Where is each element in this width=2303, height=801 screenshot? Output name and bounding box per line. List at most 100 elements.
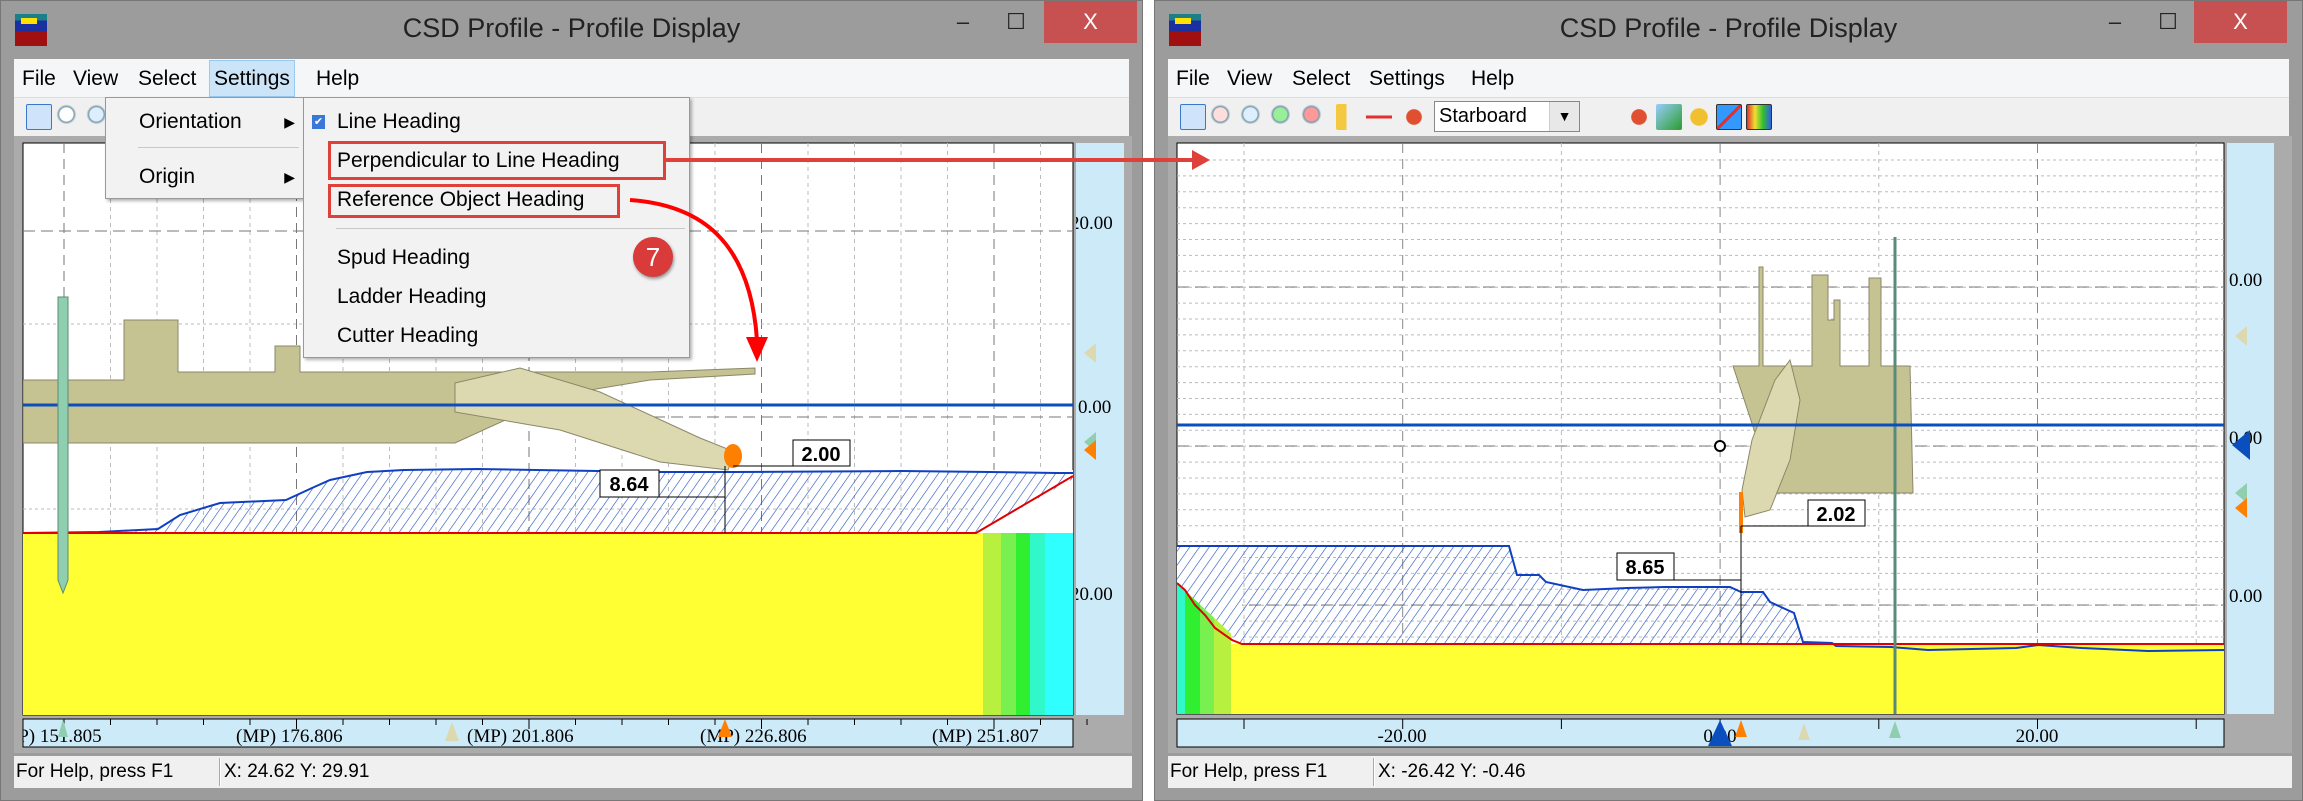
checkmark-icon: ✔ <box>312 115 325 129</box>
menu-item-orientation[interactable]: Orientation ▶ <box>106 105 303 139</box>
chart-check-icon[interactable] <box>1656 104 1682 130</box>
spud-marker <box>58 719 68 737</box>
x-axis-label: (MP) 151.805 <box>0 726 102 747</box>
status-coordinates: X: -26.42 Y: -0.46 <box>1378 761 1526 782</box>
y-axis-label: 0.00 <box>1078 397 1111 418</box>
status-bar: For Help, press F1 X: -26.42 Y: -0.46 <box>1168 756 2292 788</box>
x-axis-label: (MP) 201.806 <box>467 726 574 747</box>
surface-profile-line <box>1177 582 2224 645</box>
dredge-icon[interactable] <box>1401 104 1427 130</box>
step-badge: 7 <box>633 237 673 277</box>
title-bar[interactable]: CSD Profile - Profile Display – ☐ X <box>1 1 1142 59</box>
dredge-cut-area <box>1177 546 1832 644</box>
measure-icon[interactable] <box>1366 104 1392 130</box>
zoom-icon[interactable] <box>56 104 82 130</box>
view-side-value: Starboard <box>1439 105 1527 127</box>
cutter-marker <box>2235 498 2247 518</box>
cutter-head <box>724 444 742 468</box>
zoom-in-icon[interactable] <box>1270 104 1296 130</box>
app-icon <box>1169 14 1201 46</box>
menu-item-spud-heading[interactable]: Spud Heading <box>337 246 471 269</box>
bottom-material <box>1177 644 2224 714</box>
status-coordinates: X: 24.62 Y: 29.91 <box>224 761 370 782</box>
menu-file[interactable]: File <box>1176 67 1210 90</box>
dredge-cut-area <box>23 469 1073 533</box>
maximize-button[interactable]: ☐ <box>2158 9 2178 34</box>
dredge-ladder <box>1741 358 1801 518</box>
menu-help[interactable]: Help <box>316 67 360 90</box>
properties-icon[interactable] <box>26 104 52 130</box>
ladder-marker <box>1798 723 1810 740</box>
zoom-window-icon[interactable] <box>1240 104 1266 130</box>
zoom-out-icon[interactable] <box>1301 104 1327 130</box>
cut-thickness-value: 8.65 <box>1626 557 1665 579</box>
color-scale-icon[interactable] <box>1716 104 1742 130</box>
minimize-button[interactable]: – <box>956 9 970 34</box>
menu-item-ladder-heading[interactable]: Ladder Heading <box>337 285 487 308</box>
y-axis-label: 0.00 <box>2229 270 2262 291</box>
close-button[interactable]: X <box>2194 1 2287 43</box>
x-axis-label: (MP) 251.807 <box>932 726 1039 747</box>
menu-file[interactable]: File <box>22 67 56 90</box>
settings-menu: Orientation ▶ Origin ▶ <box>105 97 304 199</box>
origin-depth-marker <box>2232 430 2250 460</box>
tape-icon[interactable] <box>1686 104 1712 130</box>
menu-view[interactable]: View <box>73 67 119 90</box>
status-help: For Help, press F1 <box>1170 761 1328 782</box>
window-title: CSD Profile - Profile Display <box>1559 13 1898 43</box>
toolbar: Starboard ▼ <box>1168 98 2289 136</box>
maximize-button[interactable]: ☐ <box>1006 9 1026 34</box>
spud-marker <box>1889 721 1901 738</box>
y-axis-label: 0.00 <box>2229 586 2262 607</box>
properties-icon[interactable] <box>1180 104 1206 130</box>
menu-bar: File View Select Settings Help <box>1168 59 2289 98</box>
ruler-icon[interactable] <box>1336 104 1362 130</box>
cutter-head <box>1739 492 1743 533</box>
menu-select[interactable]: Select <box>1292 67 1351 90</box>
minimize-button[interactable]: – <box>2108 9 2122 34</box>
palette-icon[interactable] <box>1746 104 1772 130</box>
menu-item-perpendicular-heading[interactable]: Perpendicular to Line Heading <box>337 149 620 172</box>
status-help: For Help, press F1 <box>16 761 174 782</box>
zoom-icon[interactable] <box>1210 104 1236 130</box>
bottom-material <box>23 533 1073 715</box>
ladder-marker <box>445 722 459 741</box>
status-bar: For Help, press F1 X: 24.62 Y: 29.91 <box>14 756 1132 788</box>
highlight-box <box>328 184 620 218</box>
menu-settings[interactable]: Settings <box>1369 67 1445 90</box>
view-side-select[interactable]: Starboard ▼ <box>1434 101 1580 132</box>
x-axis-label: (MP) 176.806 <box>236 726 343 747</box>
cutter-marker <box>1084 440 1096 460</box>
cutter-depth-value: 2.02 <box>1817 504 1856 526</box>
close-button[interactable]: X <box>1044 1 1137 43</box>
menu-settings[interactable]: Settings <box>209 60 295 97</box>
menu-item-line-heading[interactable]: ✔ Line Heading <box>312 110 461 133</box>
ladder-marker <box>2235 326 2247 346</box>
chevron-right-icon: ▶ <box>284 114 295 130</box>
x-axis-label: 20.00 <box>2016 726 2059 747</box>
menu-item-cutter-heading[interactable]: Cutter Heading <box>337 324 479 347</box>
menu-item-origin[interactable]: Origin ▶ <box>106 160 303 194</box>
title-bar[interactable]: CSD Profile - Profile Display – ☐ X <box>1155 1 2302 59</box>
cut-thickness-label <box>599 469 660 498</box>
cut-thickness-label <box>1616 552 1675 581</box>
cutter-marker <box>718 719 732 737</box>
depth-axis-left <box>1076 143 1124 715</box>
orientation-submenu: ✔ Line Heading Perpendicular to Line Hea… <box>303 97 690 358</box>
menu-help[interactable]: Help <box>1471 67 1515 90</box>
depth-axis-right <box>2227 143 2274 714</box>
vessel-icon[interactable] <box>1626 104 1652 130</box>
chevron-down-icon[interactable]: ▼ <box>1549 102 1579 131</box>
origin-marker <box>1714 440 1726 452</box>
cut-thickness-value: 8.64 <box>610 474 650 496</box>
menu-view[interactable]: View <box>1227 67 1273 90</box>
y-axis-label: 20.00 <box>1070 213 1113 234</box>
menu-item-reference-object-heading[interactable]: Reference Object Heading <box>337 188 585 211</box>
station-axis-left <box>22 718 1074 748</box>
menu-select[interactable]: Select <box>138 67 197 90</box>
window-title: CSD Profile - Profile Display <box>402 13 741 43</box>
cutter-marker <box>1735 720 1747 737</box>
ladder-marker <box>1084 343 1096 363</box>
x-axis-label: (MP) 226.806 <box>700 726 807 747</box>
chevron-right-icon: ▶ <box>284 169 295 185</box>
